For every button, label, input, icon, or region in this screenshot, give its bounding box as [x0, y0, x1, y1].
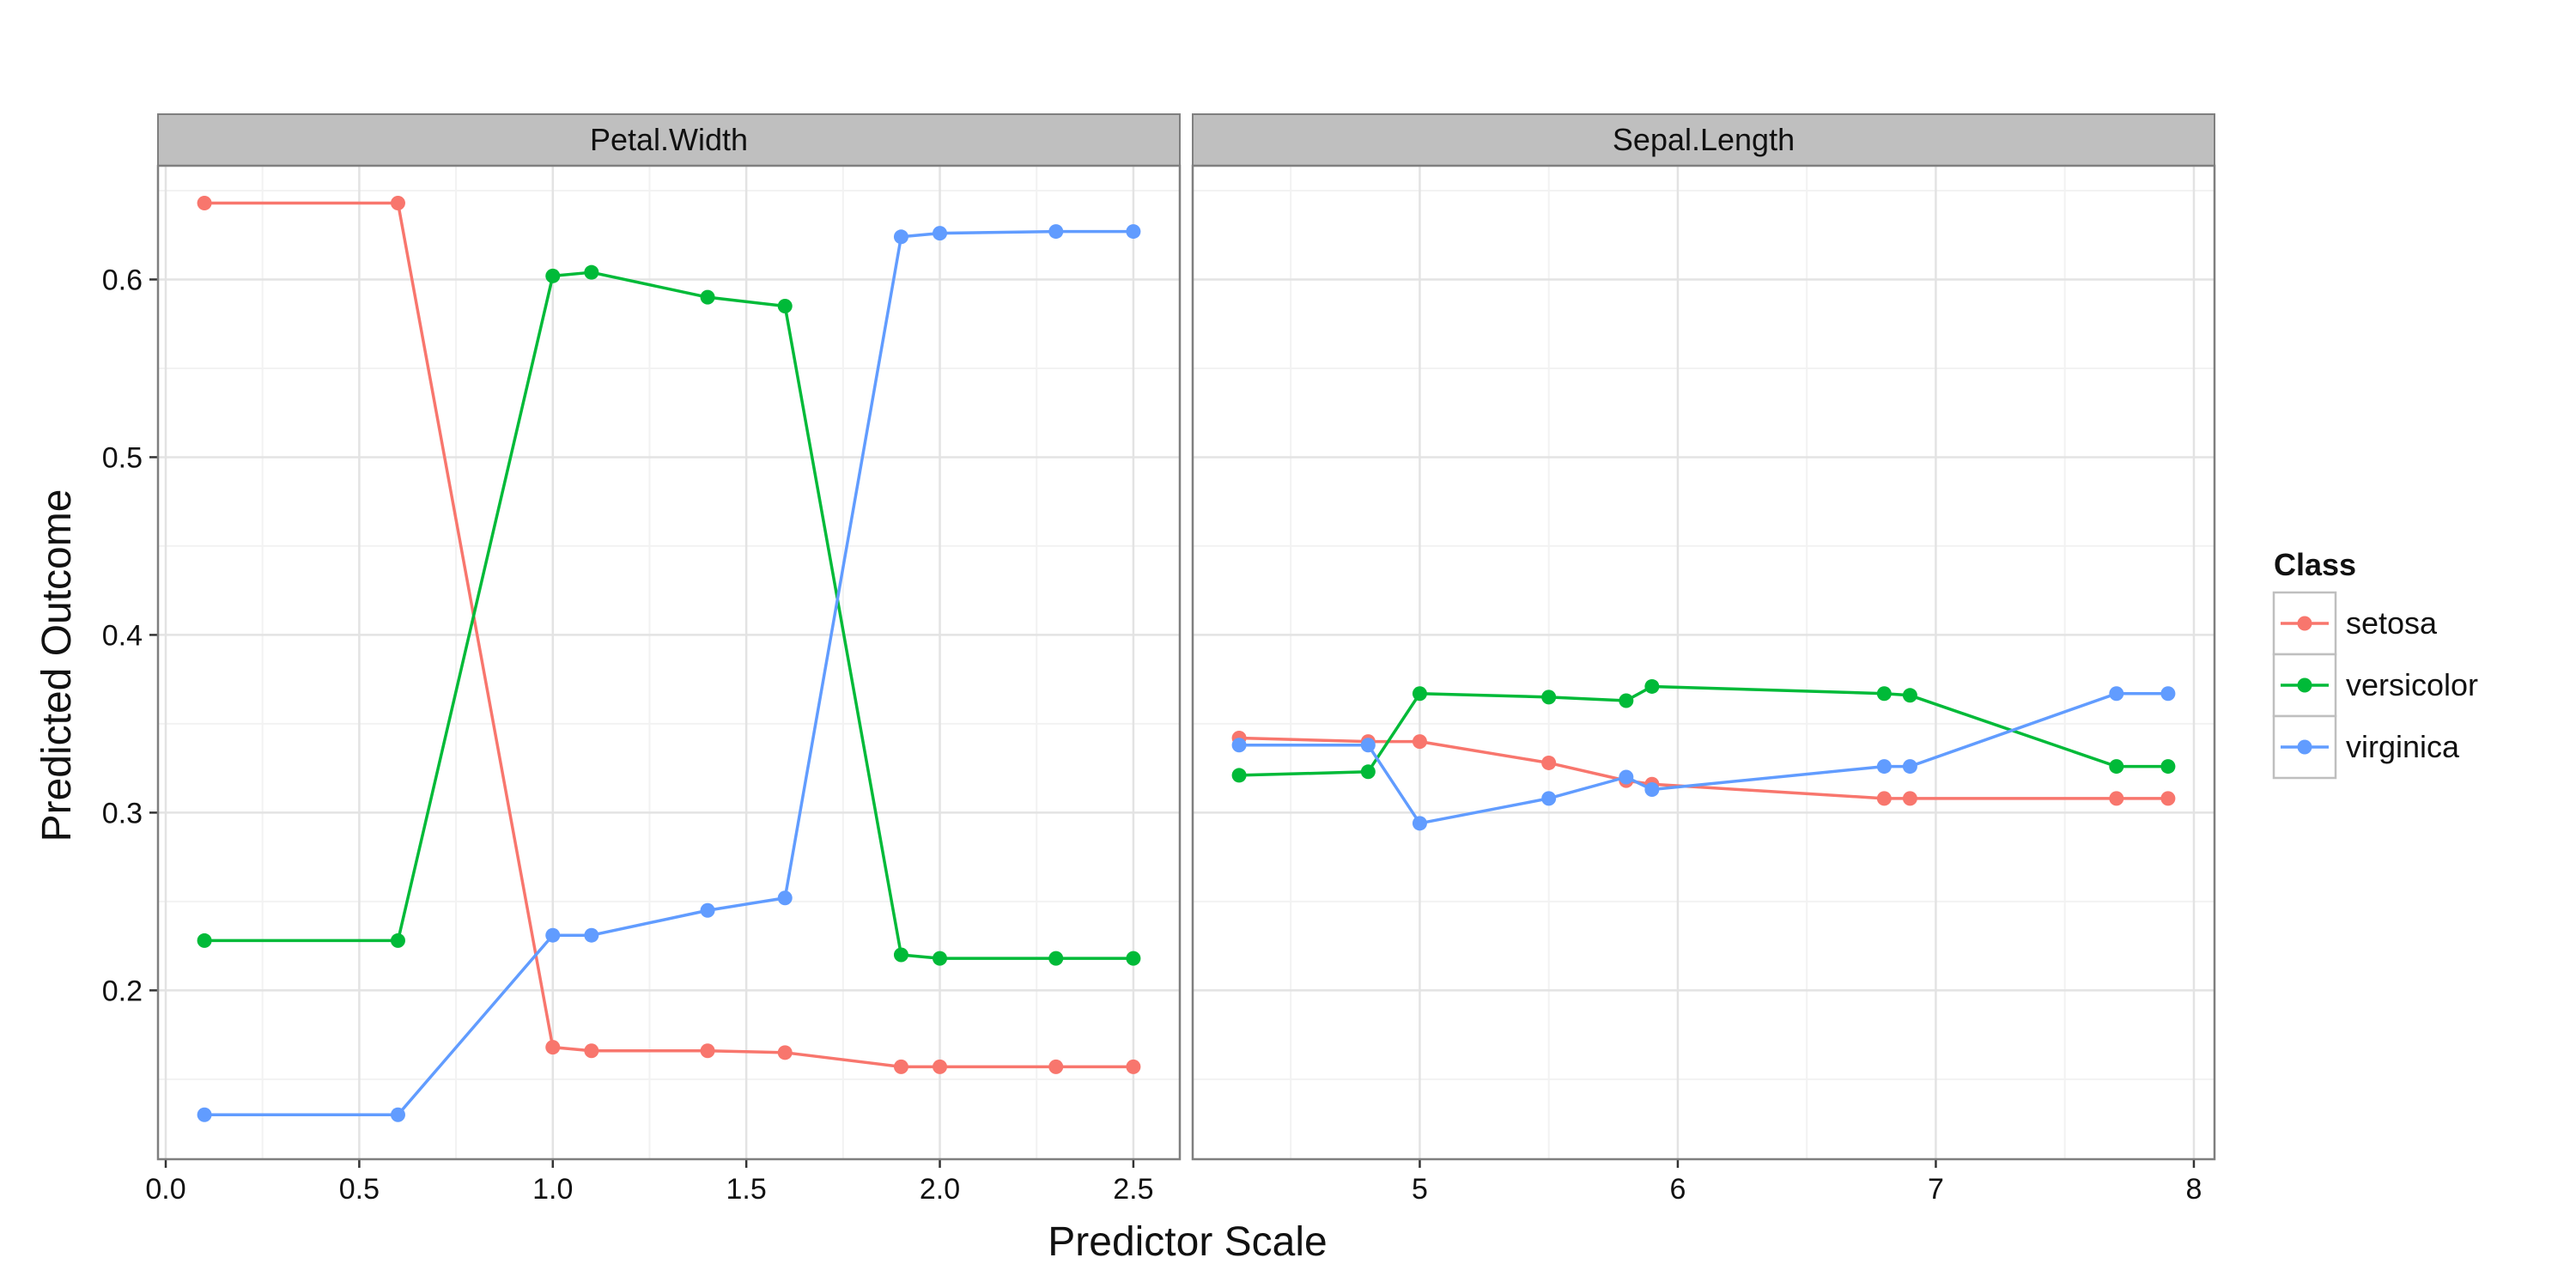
legend-label: virginica	[2346, 729, 2460, 764]
data-point-virginica	[545, 927, 561, 943]
data-point-versicolor	[1876, 686, 1892, 702]
data-point-virginica	[1231, 738, 1247, 753]
legend-item-virginica: virginica	[2272, 714, 2460, 780]
x-tick-label: 8	[2185, 1173, 2202, 1206]
data-point-versicolor	[1231, 768, 1247, 783]
data-point-setosa	[390, 195, 405, 210]
facet-strip-label: Petal.Width	[590, 122, 748, 157]
data-point-setosa	[777, 1045, 793, 1060]
x-tick-label: 1.0	[532, 1173, 573, 1206]
legend-key-point	[2297, 616, 2312, 631]
y-tick-label: 0.3	[102, 797, 143, 829]
facet-strip	[157, 113, 1181, 167]
data-point-virginica	[1360, 738, 1376, 753]
data-point-versicolor	[1619, 693, 1634, 708]
data-point-versicolor	[545, 268, 561, 283]
data-point-setosa	[1876, 791, 1892, 806]
series-line-virginica	[1239, 691, 2168, 825]
y-tick-label: 0.4	[102, 619, 143, 652]
data-point-versicolor	[1360, 764, 1376, 780]
data-point-versicolor	[777, 299, 793, 314]
data-point-versicolor	[584, 264, 599, 280]
facet-strip	[1192, 113, 2215, 167]
x-tick-label: 2.5	[1113, 1173, 1153, 1206]
x-axis-title: Predictor Scale	[1048, 1219, 1327, 1265]
data-point-versicolor	[1126, 951, 1141, 966]
plot-background	[158, 166, 1180, 1159]
x-tick-label: 1.5	[726, 1173, 767, 1206]
data-point-versicolor	[1412, 686, 1427, 702]
data-point-setosa	[933, 1059, 948, 1074]
data-point-virginica	[197, 1107, 212, 1122]
data-point-virginica	[2160, 686, 2176, 702]
data-point-setosa	[2160, 791, 2176, 806]
data-point-virginica	[390, 1107, 405, 1122]
data-point-setosa	[197, 195, 212, 210]
series-line-virginica	[204, 229, 1133, 1117]
facet-strip-label: Sepal.Length	[1613, 122, 1795, 157]
series-line-versicolor	[204, 270, 1133, 960]
data-point-versicolor	[390, 933, 405, 948]
data-point-setosa	[1412, 734, 1427, 750]
data-point-setosa	[893, 1059, 908, 1074]
data-point-virginica	[1541, 791, 1557, 806]
plot-background	[1193, 166, 2215, 1159]
data-point-virginica	[584, 927, 599, 943]
legend-item-versicolor: versicolor	[2272, 653, 2478, 718]
data-point-versicolor	[1541, 690, 1557, 705]
legend: Class setosa versicolor virginica	[2272, 547, 2478, 780]
data-point-virginica	[893, 229, 908, 245]
x-tick-label: 0.5	[339, 1173, 380, 1206]
data-point-virginica	[700, 902, 715, 918]
data-point-virginica	[1619, 769, 1634, 785]
data-point-versicolor	[1048, 951, 1064, 966]
legend-label: versicolor	[2346, 667, 2478, 702]
facet-panel-sepal-length: Sepal.Length 5 6 7 8	[1191, 113, 2216, 1206]
x-tick-label: 0.0	[145, 1173, 185, 1206]
data-point-setosa	[1902, 791, 1917, 806]
x-tick-label: 2.0	[920, 1173, 960, 1206]
data-point-versicolor	[2109, 759, 2124, 775]
data-point-versicolor	[893, 947, 908, 963]
y-tick-label: 0.5	[102, 441, 143, 474]
data-point-versicolor	[1902, 688, 1917, 703]
data-point-setosa	[584, 1043, 599, 1059]
panel-border	[1191, 164, 2216, 1161]
facet-panel-petal-width: Petal.Width 0.0 0.5 1.0 1.5 2.0 2.5 0.2 0.3 0.4 0.…	[102, 113, 1182, 1206]
data-point-versicolor	[197, 933, 212, 948]
data-point-versicolor	[700, 289, 715, 305]
data-point-setosa	[700, 1043, 715, 1059]
legend-key-point	[2297, 739, 2312, 755]
data-point-setosa	[2109, 791, 2124, 806]
legend-key-point	[2297, 677, 2312, 693]
data-point-versicolor	[2160, 759, 2176, 775]
data-point-virginica	[933, 226, 948, 241]
data-point-versicolor	[933, 951, 948, 966]
x-tick-label: 5	[1412, 1173, 1428, 1206]
data-point-virginica	[1902, 759, 1917, 775]
data-point-virginica	[1644, 781, 1660, 797]
panel-border	[156, 164, 1182, 1161]
data-point-setosa	[1048, 1059, 1064, 1074]
legend-title: Class	[2274, 547, 2356, 582]
data-point-setosa	[1541, 755, 1557, 770]
data-point-virginica	[1876, 759, 1892, 775]
y-axis-title: Predicted Outcome	[34, 489, 80, 842]
data-point-virginica	[1126, 224, 1141, 240]
data-point-virginica	[1412, 816, 1427, 831]
x-tick-label: 6	[1669, 1173, 1686, 1206]
legend-label: setosa	[2346, 605, 2438, 641]
y-tick-label: 0.2	[102, 975, 143, 1007]
series-line-setosa	[204, 201, 1133, 1069]
data-point-setosa	[545, 1040, 561, 1055]
data-point-versicolor	[1644, 678, 1660, 694]
data-point-virginica	[777, 890, 793, 906]
legend-item-setosa: setosa	[2272, 591, 2438, 656]
y-tick-label: 0.6	[102, 264, 143, 296]
data-point-virginica	[2109, 686, 2124, 702]
x-tick-label: 7	[1928, 1173, 1944, 1206]
data-point-virginica	[1048, 224, 1064, 240]
data-point-setosa	[1126, 1059, 1141, 1074]
